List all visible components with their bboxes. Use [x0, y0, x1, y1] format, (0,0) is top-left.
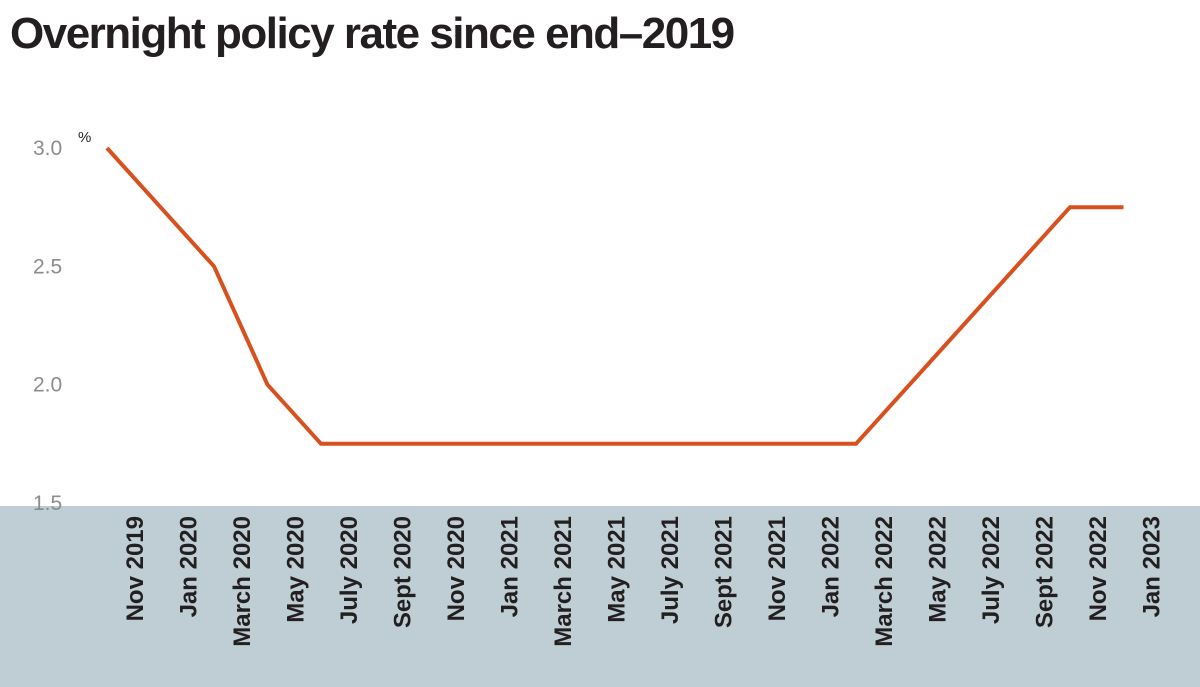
y-tick-label: 2.5 — [33, 255, 62, 278]
chart-title: Overnight policy rate since end–2019 — [10, 9, 735, 58]
x-tick-label: March 2021 — [550, 516, 577, 647]
y-tick-label: 2.0 — [33, 374, 62, 397]
y-tick-label: 1.5 — [33, 492, 62, 515]
x-tick-label: March 2020 — [229, 516, 256, 647]
x-tick-label: Sept 2022 — [1032, 516, 1059, 628]
x-tick-label: Sept 2021 — [711, 516, 738, 628]
y-axis-unit: % — [78, 129, 91, 146]
x-tick-label: Sept 2020 — [390, 516, 417, 628]
x-tick-label: Jan 2020 — [176, 516, 203, 617]
x-tick-label: Nov 2019 — [122, 516, 149, 621]
y-tick-label: 3.0 — [33, 137, 62, 160]
x-tick-label: May 2021 — [604, 516, 631, 623]
x-tick-label: May 2020 — [283, 516, 310, 623]
y-axis-ticks: 3.0 2.5 2.0 1.5 — [33, 137, 62, 515]
x-tick-label: Jan 2021 — [497, 516, 524, 617]
x-tick-label: May 2022 — [925, 516, 952, 623]
x-axis-ticks: Nov 2019 Jan 2020 March 2020 May 2020 July 2… — [122, 516, 1166, 647]
x-tick-label: July 2022 — [978, 516, 1005, 624]
x-tick-label: July 2020 — [336, 516, 363, 624]
x-axis-band — [0, 506, 1200, 687]
series-line — [105, 146, 1124, 446]
x-tick-label: July 2021 — [657, 516, 684, 624]
x-tick-label: Jan 2023 — [1139, 516, 1166, 617]
data-points — [105, 146, 1126, 446]
x-tick-label: Nov 2022 — [1085, 516, 1112, 621]
x-tick-label: March 2022 — [871, 516, 898, 647]
x-tick-label: Nov 2020 — [443, 516, 470, 621]
x-tick-label: Jan 2022 — [818, 516, 845, 617]
x-tick-label: Nov 2021 — [764, 516, 791, 621]
